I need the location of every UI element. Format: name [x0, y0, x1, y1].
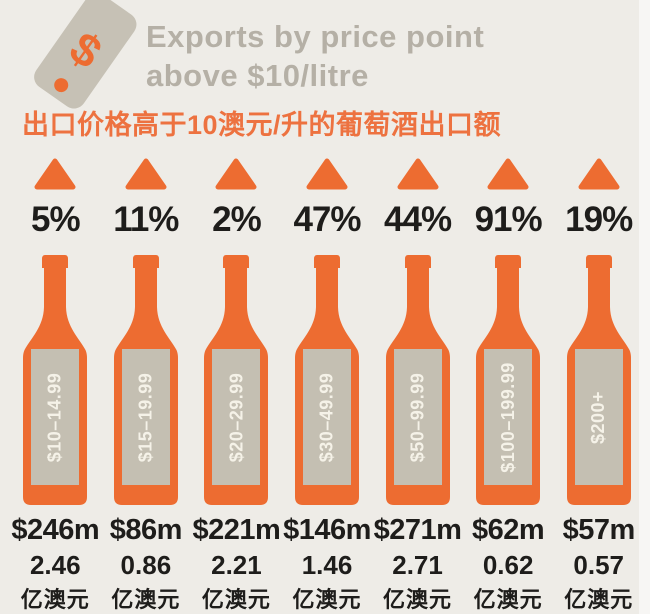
growth-up-arrow-icon — [306, 158, 348, 190]
bottle-price-label: $100–199.99 — [484, 349, 533, 485]
export-value-cny-unit: 亿澳元 — [564, 587, 634, 612]
price-point-column: 91% $100–199.99 $62m 0.62 亿澳元 — [463, 158, 554, 614]
wine-bottle-icon: $200+ — [566, 255, 631, 505]
export-value-cny-unit: 亿澳元 — [20, 587, 90, 612]
bottle-price-label: $20–29.99 — [212, 349, 261, 485]
bottle-price-label: $50–99.99 — [393, 349, 442, 485]
wine-bottle-icon: $20–29.99 — [204, 255, 269, 505]
export-value-cny-number: 0.86 — [120, 550, 172, 580]
growth-percentage: 47% — [293, 200, 361, 239]
growth-up-arrow-icon — [215, 158, 257, 190]
wine-bottle-icon: $15–19.99 — [113, 255, 178, 505]
export-value-aud: $221m — [192, 514, 281, 546]
page-subtitle-chinese: 出口价格高于10澳元/升的葡萄酒出口额 — [22, 110, 502, 140]
export-value-cny-unit: 亿澳元 — [473, 587, 543, 612]
wine-bottle-icon: $50–99.99 — [385, 255, 450, 505]
price-range-text: $20–29.99 — [225, 372, 246, 462]
export-value-cny-unit: 亿澳元 — [292, 587, 362, 612]
price-point-column: 2% $20–29.99 $221m 2.21 亿澳元 — [191, 158, 282, 614]
export-value-aud: $246m — [11, 514, 100, 546]
price-range-text: $100–199.99 — [497, 361, 518, 473]
wine-bottle-icon: $10–14.99 — [23, 255, 88, 505]
growth-percentage: 44% — [384, 200, 452, 239]
growth-up-arrow-icon — [125, 158, 167, 190]
growth-up-arrow-icon — [34, 158, 76, 190]
price-point-column: 44% $50–99.99 $271m 2.71 亿澳元 — [372, 158, 463, 614]
export-value-cny-number: 2.71 — [392, 550, 443, 580]
growth-percentage: 19% — [565, 200, 633, 239]
export-value-cny-number: 2.21 — [211, 550, 262, 580]
export-value-cny-number: 1.46 — [301, 550, 353, 580]
export-value-aud: $86m — [109, 514, 183, 546]
export-value-cny-number: 0.57 — [573, 550, 624, 580]
bottle-price-label: $10–14.99 — [31, 349, 80, 485]
export-value-cny-number: 0.62 — [482, 550, 534, 580]
growth-percentage: 5% — [30, 200, 81, 239]
growth-up-arrow-icon — [487, 158, 529, 190]
price-range-text: $50–99.99 — [407, 372, 428, 462]
tag-hole — [54, 78, 69, 93]
export-value-aud: $271m — [373, 514, 462, 546]
growth-percentage: 91% — [474, 200, 543, 239]
wine-bottle-icon: $30–49.99 — [294, 255, 359, 505]
page-title: Exports by price point above $10/litre — [146, 17, 484, 95]
export-value-aud: $62m — [472, 514, 545, 546]
export-value-aud: $57m — [562, 514, 636, 546]
price-tag-icon: $ — [26, 0, 144, 110]
price-point-column: 11% $15–19.99 $86m 0.86 亿澳元 — [101, 158, 192, 614]
export-value-aud: $146m — [283, 514, 371, 546]
bottle-price-label: $15–19.99 — [121, 349, 170, 485]
bottle-chart: 5% $10–14.99 $246m 2.46 亿澳元 11% $15–19.9… — [10, 158, 644, 614]
wine-bottle-icon: $100–199.99 — [476, 255, 541, 505]
growth-percentage: 11% — [113, 200, 179, 239]
title-line-2: above $10/litre — [146, 58, 369, 93]
bottle-price-label: $200+ — [574, 349, 623, 485]
price-range-text: $200+ — [588, 390, 609, 444]
price-range-text: $15–19.99 — [135, 372, 156, 462]
growth-up-arrow-icon — [578, 158, 620, 190]
export-value-cny-unit: 亿澳元 — [111, 587, 181, 612]
price-range-text: $30–49.99 — [316, 372, 337, 462]
right-edge-strip — [639, 0, 650, 614]
title-line-1: Exports by price point — [146, 19, 485, 54]
export-value-cny-unit: 亿澳元 — [201, 587, 271, 612]
export-value-cny-number: 2.46 — [29, 550, 81, 580]
export-value-cny-unit: 亿澳元 — [383, 587, 453, 612]
price-range-text: $10–14.99 — [44, 372, 65, 462]
price-point-column: 5% $10–14.99 $246m 2.46 亿澳元 — [10, 158, 101, 614]
price-point-column: 47% $30–49.99 $146m 1.46 亿澳元 — [282, 158, 373, 614]
growth-up-arrow-icon — [397, 158, 439, 190]
growth-percentage: 2% — [212, 200, 262, 239]
bottle-price-label: $30–49.99 — [302, 349, 351, 485]
price-point-column: 19% $200+ $57m 0.57 亿澳元 — [553, 158, 644, 614]
